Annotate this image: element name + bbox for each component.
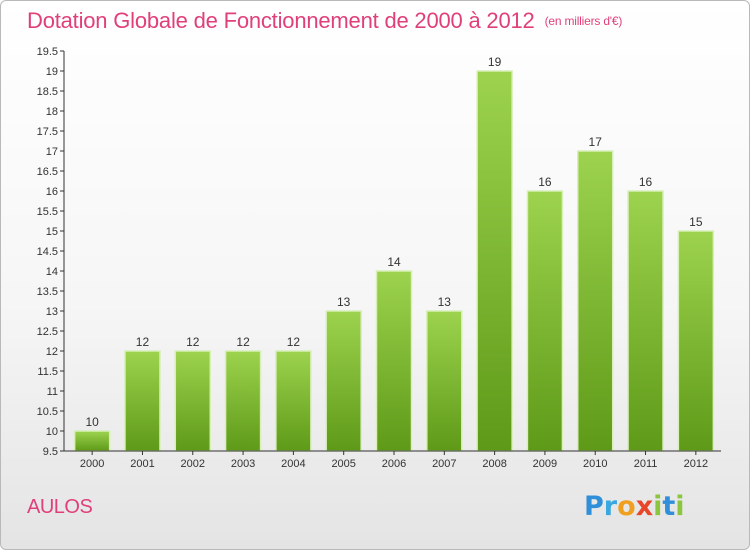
- bar-value-label: 12: [136, 335, 150, 349]
- commune-name: AULOS: [27, 496, 93, 518]
- x-tick-label: 2009: [533, 458, 557, 470]
- y-tick-label: 11: [47, 386, 58, 398]
- bar-value-label: 12: [287, 335, 301, 349]
- x-tick-label: 2011: [634, 458, 658, 470]
- x-tick-label: 2003: [231, 458, 255, 470]
- x-tick-label: 2007: [432, 458, 456, 470]
- bar-2007: [426, 310, 463, 452]
- bar-value-label: 13: [438, 295, 452, 309]
- x-tick-label: 2000: [80, 458, 104, 470]
- bar-value-label: 15: [689, 215, 703, 229]
- x-tick-label: 2006: [382, 458, 406, 470]
- chart-title-text: Dotation Globale de Fonctionnement de 20…: [27, 8, 535, 33]
- bar-2012: [677, 230, 715, 452]
- bar-2001: [124, 350, 161, 452]
- y-tick-label: 19: [46, 66, 58, 78]
- x-tick-label: 2004: [281, 458, 305, 470]
- y-tick-label: 14.5: [37, 246, 58, 258]
- x-tick-label: 2008: [482, 458, 506, 470]
- y-tick-label: 9.5: [43, 446, 58, 458]
- bar-value-label: 16: [538, 175, 552, 189]
- x-tick-label: 2001: [130, 458, 154, 470]
- x-tick-label: 2010: [583, 458, 607, 470]
- bar-value-label: 16: [639, 175, 653, 189]
- bar-2002: [174, 350, 212, 452]
- y-tick-label: 19.5: [37, 46, 58, 58]
- y-tick-label: 12.5: [37, 326, 58, 338]
- bar-2003: [224, 350, 262, 452]
- y-tick-label: 18: [46, 106, 58, 118]
- y-tick-label: 10: [46, 426, 58, 438]
- proxiti-logo[interactable]: Proxiti: [584, 491, 685, 522]
- bar-2004: [275, 350, 312, 452]
- y-tick-label: 15.5: [37, 206, 58, 218]
- y-tick-label: 18.5: [37, 86, 58, 98]
- bar-2009: [526, 190, 564, 452]
- y-tick-label: 11.5: [37, 366, 58, 378]
- bar-value-label: 17: [589, 135, 603, 149]
- bar-2000: [73, 430, 111, 452]
- y-tick-label: 16.5: [37, 166, 58, 178]
- bar-value-label: 12: [236, 335, 250, 349]
- y-tick-label: 10.5: [37, 406, 58, 418]
- bar-value-label: 13: [337, 295, 351, 309]
- y-tick-label: 12: [46, 346, 58, 358]
- y-tick-label: 13.5: [37, 286, 58, 298]
- bar-2008: [476, 70, 513, 452]
- x-tick-label: 2002: [181, 458, 205, 470]
- bar-2005: [325, 310, 362, 452]
- bar-2011: [627, 190, 664, 452]
- bar-value-label: 12: [186, 335, 200, 349]
- y-tick-label: 15: [46, 226, 58, 238]
- bar-2006: [375, 270, 413, 452]
- y-tick-label: 13: [46, 306, 58, 318]
- bar-2010: [576, 150, 614, 452]
- chart-title: Dotation Globale de Fonctionnement de 20…: [27, 8, 622, 34]
- y-tick-label: 17: [46, 146, 58, 158]
- y-tick-label: 16: [46, 186, 58, 198]
- y-tick-label: 14: [46, 266, 58, 278]
- x-tick-label: 2005: [331, 458, 355, 470]
- bar-value-label: 14: [387, 255, 401, 269]
- chart-unit-note: (en milliers d'€): [544, 14, 623, 28]
- y-tick-label: 17.5: [37, 126, 58, 138]
- bar-value-label: 19: [488, 55, 502, 69]
- bar-value-label: 10: [85, 415, 99, 429]
- x-tick-label: 2012: [684, 458, 708, 470]
